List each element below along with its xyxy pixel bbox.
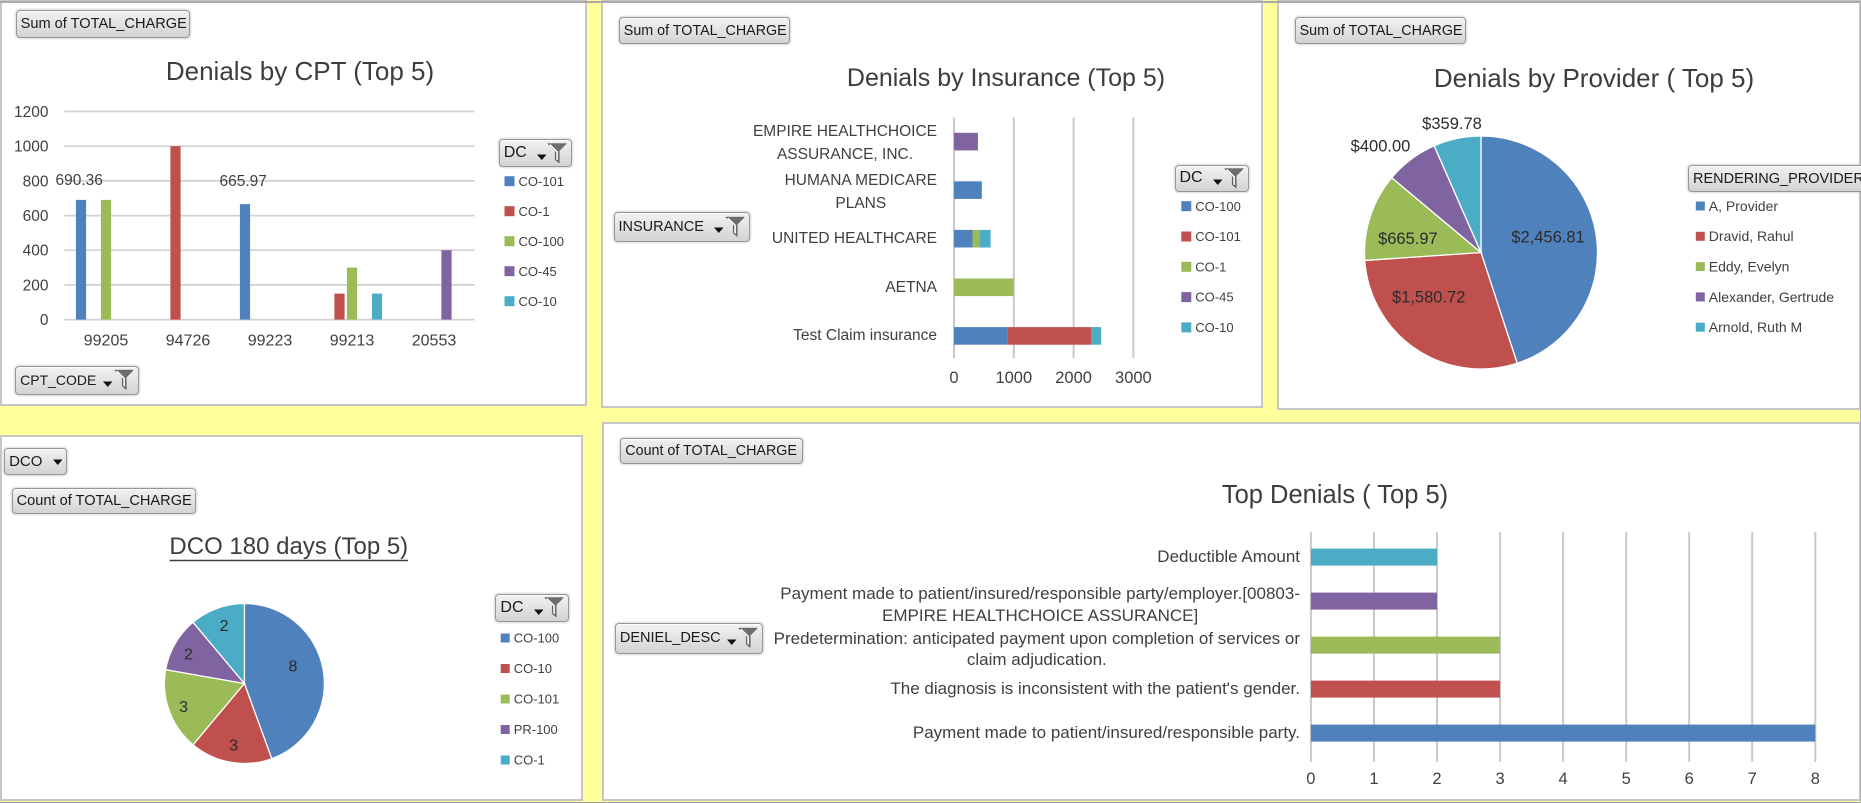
svg-text:$2,456.81: $2,456.81 [1511,229,1584,247]
svg-text:CO-1: CO-1 [519,204,550,219]
svg-text:1: 1 [1369,770,1378,788]
svg-text:400: 400 [23,243,49,260]
svg-text:99223: 99223 [248,333,293,350]
svg-text:CO-101: CO-101 [1195,229,1241,244]
svg-text:CO-101: CO-101 [514,692,560,707]
svg-text:3000: 3000 [1115,369,1152,387]
svg-text:99213: 99213 [330,333,375,350]
svg-text:800: 800 [23,173,49,190]
svg-text:2: 2 [184,647,193,664]
svg-text:Alexander, Gertrude: Alexander, Gertrude [1709,289,1835,305]
svg-text:CO-100: CO-100 [519,234,565,249]
svg-text:8: 8 [289,659,298,676]
svg-text:Dravid, Rahul: Dravid, Rahul [1709,228,1794,244]
svg-text:CO-10: CO-10 [519,294,557,309]
svg-text:0: 0 [1306,770,1315,788]
svg-text:1200: 1200 [14,104,49,121]
svg-text:Arnold, Ruth M: Arnold, Ruth M [1709,319,1802,335]
svg-text:CO-100: CO-100 [1195,199,1241,214]
svg-text:7: 7 [1748,770,1757,788]
svg-text:1000: 1000 [14,139,49,156]
svg-text:200: 200 [23,277,49,294]
svg-text:CO-1: CO-1 [1195,259,1226,274]
svg-text:2: 2 [1432,770,1441,788]
svg-text:3: 3 [179,699,188,716]
svg-text:3: 3 [229,737,238,754]
svg-text:CO-101: CO-101 [519,174,565,189]
svg-text:99205: 99205 [84,333,129,350]
svg-text:4: 4 [1559,770,1568,788]
svg-text:CO-45: CO-45 [519,264,557,279]
svg-text:PR-100: PR-100 [514,722,558,737]
svg-text:1000: 1000 [995,369,1032,387]
svg-text:2000: 2000 [1055,369,1092,387]
svg-text:5: 5 [1622,770,1631,788]
svg-text:3: 3 [1496,770,1505,788]
svg-text:2: 2 [220,618,229,635]
svg-text:$1,580.72: $1,580.72 [1392,288,1465,306]
svg-text:94726: 94726 [166,333,211,350]
svg-text:CO-10: CO-10 [514,661,552,676]
svg-text:600: 600 [23,208,49,225]
svg-text:6: 6 [1685,770,1694,788]
svg-text:$400.00: $400.00 [1351,137,1411,155]
svg-text:690.36: 690.36 [56,172,103,189]
svg-text:CO-10: CO-10 [1195,320,1233,335]
svg-text:0: 0 [40,312,49,329]
svg-text:0: 0 [949,369,958,387]
svg-text:A, Provider: A, Provider [1709,198,1779,214]
svg-text:665.97: 665.97 [220,173,267,190]
svg-text:8: 8 [1811,770,1820,788]
svg-text:Eddy, Evelyn: Eddy, Evelyn [1709,259,1790,275]
svg-text:$665.97: $665.97 [1378,230,1438,248]
svg-text:CO-100: CO-100 [514,631,560,646]
svg-text:CO-45: CO-45 [1195,290,1233,305]
svg-text:CO-1: CO-1 [514,753,545,768]
svg-text:$359.78: $359.78 [1422,115,1482,133]
svg-text:20553: 20553 [412,333,457,350]
